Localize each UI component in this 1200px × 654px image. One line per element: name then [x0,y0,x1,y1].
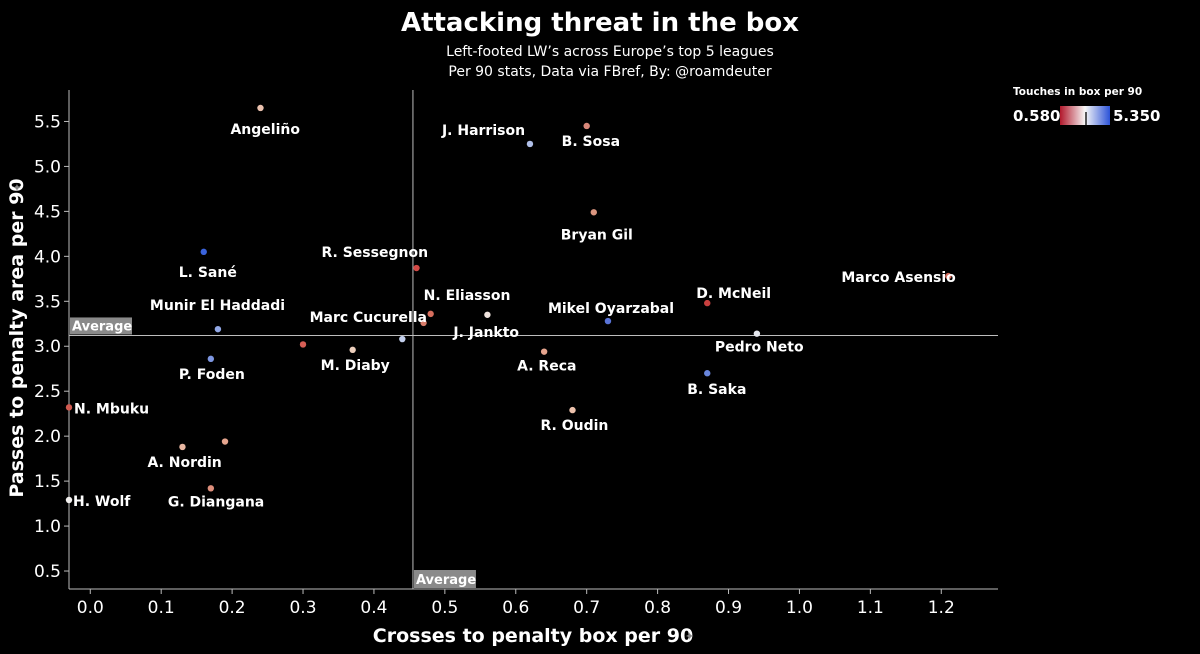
data-point-label: A. Reca [517,359,576,375]
chart-credits: Per 90 stats, Data via FBref, By: @roamd… [448,64,772,80]
y-tick-label: 2.0 [34,427,61,447]
y-tick-label: 1.5 [34,472,61,492]
x-tick-label: 0.1 [148,598,175,618]
y-axis-label: Passes to penalty area per 90 [6,178,28,497]
average-y-label: Average [72,319,132,334]
y-tick-label: 5.0 [34,157,61,177]
x-tick-label: 0.3 [289,598,316,618]
data-point-label: L. Sané [179,265,237,281]
data-point-label: M. Diaby [321,358,390,374]
data-point-labels: Angeliño J. Harrison B. Sosa Bryan Gil L. Sa… [73,122,956,510]
data-point-label: P. Foden [179,367,245,383]
data-point [590,209,597,216]
x-tick-label: 0.8 [644,598,671,618]
chart-subtitle: Left-footed LW’s across Europe’s top 5 l… [446,44,774,60]
data-point-label: J. Harrison [441,123,525,139]
x-tick-label: 0.7 [573,598,600,618]
data-point-label: Marco Asensio [841,270,956,286]
data-point-label: Marc Cucurella [310,310,427,326]
data-point [207,485,215,492]
data-point-label: J. Jankto [452,325,519,341]
y-tick-label: 1.0 [34,517,61,537]
y-tick-label: 3.5 [34,292,61,312]
x-tick-label: 0.6 [502,598,529,618]
data-point-label: N. Eliasson [424,288,511,304]
data-point [526,140,534,148]
data-point [299,341,307,348]
x-axis-label-icon: ✦ [685,630,694,643]
x-tick-label: 0.5 [431,598,458,618]
colorbar-max-label: 5.350 [1113,107,1160,125]
colorbar-title: Touches in box per 90 [1013,86,1142,98]
data-point [214,325,222,333]
data-point [257,104,264,112]
x-tick-label: 1.0 [786,598,813,618]
chart-title: Attacking threat in the box [400,8,800,38]
data-point [420,319,427,327]
data-point-label: R. Sessegnon [321,245,428,261]
data-point-label: Angeliño [230,122,300,138]
x-tick-label: 0.4 [360,598,387,618]
data-point [484,311,491,318]
data-point-label: R. Oudin [541,418,609,434]
data-point [704,370,711,377]
x-tick-label: 0.0 [77,598,104,618]
data-point-label: B. Saka [687,382,746,398]
y-tick-labels: 0.5 1.0 1.5 2.0 2.5 3.0 3.5 4.0 4.5 5.0 5.5 [34,112,69,582]
y-tick-label: 3.0 [34,337,61,357]
data-point-label: H. Wolf [73,494,131,510]
data-point-label: Pedro Neto [715,340,804,356]
average-x-label-box [413,570,476,588]
x-tick-labels: 0.0 0.1 0.2 0.3 0.4 0.5 0.6 0.7 0.8 0.9 1.0 1.1 1.2 [77,589,955,618]
data-point [349,346,356,354]
colorbar-gradient [1060,106,1110,125]
data-point [583,122,590,130]
y-tick-label: 4.5 [34,202,61,222]
x-tick-label: 0.9 [715,598,742,618]
average-x-label: Average [416,573,476,588]
data-point-label: G. Diangana [168,494,264,510]
data-point [540,348,548,355]
data-point-label: N. Mbuku [74,401,149,417]
data-point-label: Munir El Haddadi [150,298,285,314]
data-point-label: Mikel Oyarzabal [548,301,674,317]
data-point [704,299,711,307]
data-point [399,335,406,343]
data-point-label: B. Sosa [562,134,620,150]
average-y-label-box [70,317,132,335]
x-tick-label: 0.2 [219,598,246,618]
data-point [604,317,612,325]
data-point-label: A. Nordin [147,455,221,471]
data-point [65,496,73,504]
colorbar-min-label: 0.580 [1013,107,1060,125]
y-axis-label-icon: ✦ [11,183,24,192]
data-point [179,443,186,451]
y-tick-label: 5.5 [34,112,61,132]
x-axis-label: Crosses to penalty box per 90 [373,625,693,647]
y-tick-label: 2.5 [34,382,61,402]
data-point [945,272,952,280]
data-point [65,404,73,411]
data-points [65,104,952,504]
data-point [753,330,761,337]
x-tick-label: 1.2 [928,598,955,618]
data-point [569,406,576,414]
data-point [427,310,434,318]
data-point-label: D. McNeil [696,286,771,302]
y-tick-label: 4.0 [34,247,61,267]
y-tick-label: 0.5 [34,562,61,582]
x-tick-label: 1.1 [857,598,884,618]
data-point-label: Bryan Gil [561,227,633,243]
data-point [207,355,215,363]
data-point [200,248,207,256]
data-point [413,264,420,272]
data-point [221,438,229,445]
